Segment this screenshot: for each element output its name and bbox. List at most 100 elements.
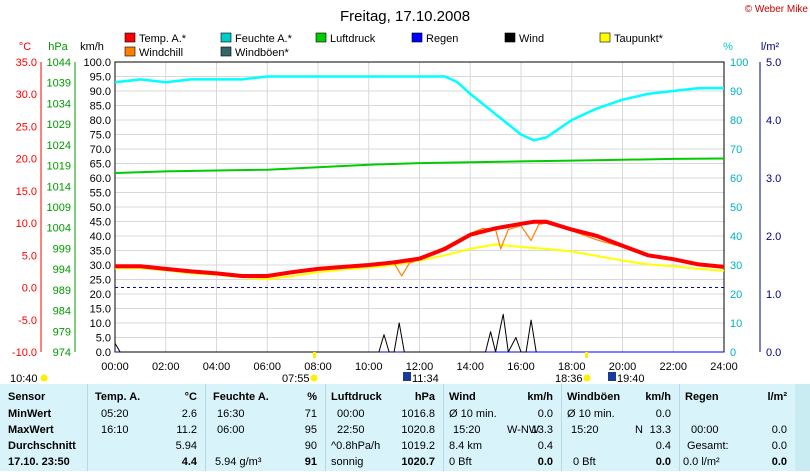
hpa-tick-3: 1029 — [47, 119, 71, 131]
hpa-tick-11: 989 — [53, 285, 71, 297]
temp-avg-value: 5.94 — [175, 440, 197, 452]
rain-current-amount: 0.0 l/m² — [683, 456, 720, 468]
x-tick-4: 08:00 — [304, 361, 332, 373]
scrollbar-strip — [795, 384, 810, 471]
series-line-wind — [114, 313, 537, 353]
rain-total-label: Gesamt: — [687, 440, 729, 452]
celsius-tick-3: 20.0 — [16, 154, 37, 166]
kmh-tick-1: 95.0 — [90, 72, 111, 84]
x-tick-12: 24:00 — [710, 361, 738, 373]
moonset-time: 19:40 — [617, 373, 645, 384]
hpa-tick-14: 974 — [53, 347, 71, 359]
wind-header: Wind — [449, 391, 476, 403]
rain-tick-2: 3.0 — [766, 173, 781, 185]
label-durchschnitt: Durchschnitt — [8, 440, 76, 452]
wind-distance: 8.4 km — [449, 440, 483, 452]
kmh-tick-18: 10.0 — [90, 318, 111, 330]
rain-tick-0: 5.0 — [766, 57, 781, 69]
celsius-axis-label: °C — [19, 41, 31, 53]
gust-unit: km/h — [645, 391, 671, 403]
pressure-column: Luftdruck hPa 00:00 1016.8 22:50 1020.8 ^0… — [325, 384, 444, 471]
x-tick-11: 22:00 — [659, 361, 687, 373]
pressure-current-value: 1020.7 — [401, 456, 435, 468]
celsius-tick-6: 5.0 — [22, 250, 37, 262]
rain-tick-1: 4.0 — [766, 115, 781, 127]
pressure-forecast: sonnig — [331, 456, 364, 468]
kmh-tick-19: 5.0 — [96, 333, 111, 345]
rain-current-value: 0.0 — [771, 456, 787, 468]
celsius-tick-7: 0.0 — [22, 283, 37, 295]
wind-max-time: 15:20 — [453, 424, 481, 436]
moonrise-time: 11:34 — [412, 373, 439, 384]
rain-max-time: 00:00 — [691, 424, 719, 436]
temp-header: Temp. A. — [95, 391, 141, 403]
hpa-tick-13: 979 — [53, 326, 71, 338]
legend-swatch-5 — [599, 32, 611, 43]
wind-avg-value: 0.4 — [537, 440, 553, 452]
hpa-tick-10: 994 — [53, 264, 71, 276]
gust-max-direction: N — [635, 424, 643, 436]
percent-axis-label: % — [723, 41, 733, 53]
x-tick-3: 06:00 — [253, 361, 281, 373]
series-line-feuchte-a — [114, 75, 724, 142]
legend-swatch-1 — [220, 32, 232, 43]
legend-label-4: Wind — [519, 33, 544, 45]
pressure-avg-value: 1019.2 — [401, 440, 435, 452]
hpa-tick-1: 1039 — [47, 78, 71, 90]
gust-avg-value: 0.4 — [655, 440, 671, 452]
hpa-tick-2: 1034 — [47, 98, 71, 110]
celsius-tick-0: 35.0 — [16, 57, 37, 69]
legend-label-7: Windböen* — [235, 47, 290, 59]
rain-tick-4: 1.0 — [766, 289, 781, 301]
rain-header: Regen — [685, 391, 719, 403]
pressure-header: Luftdruck — [331, 391, 382, 403]
hpa-tick-4: 1024 — [47, 140, 71, 152]
kmh-tick-5: 75.0 — [90, 130, 111, 142]
percent-tick-4: 60 — [730, 173, 742, 185]
kmh-tick-9: 55.0 — [90, 188, 111, 200]
kmh-tick-7: 65.0 — [90, 159, 111, 171]
label-minwert: MinWert — [8, 408, 52, 420]
sunset-time: 18:36 — [555, 373, 583, 384]
sensor-header: Sensor — [8, 391, 46, 403]
humidity-unit: % — [307, 391, 317, 403]
humidity-min-value: 71 — [304, 408, 317, 420]
kmh-axis-label: km/h — [80, 41, 104, 53]
humidity-min-time: 16:30 — [217, 408, 245, 420]
percent-tick-7: 30 — [730, 260, 742, 272]
temp-unit: °C — [184, 391, 197, 403]
moonrise-icon — [403, 372, 411, 381]
marker-left-time: 10:40 — [10, 373, 38, 384]
x-tick-6: 12:00 — [406, 361, 434, 373]
hpa-tick-8: 1004 — [47, 223, 71, 235]
series-line-temp-a — [115, 219, 725, 278]
pressure-unit: hPa — [414, 391, 435, 403]
legend-swatch-7 — [220, 46, 232, 57]
pressure-min-time: 00:00 — [337, 408, 365, 420]
wind-bft: 0 Bft — [449, 456, 472, 468]
sunrise-icon — [310, 374, 318, 382]
humidity-max-time: 06:00 — [217, 424, 245, 436]
humidity-absolute: 5.94 g/m³ — [215, 456, 262, 468]
x-tick-9: 18:00 — [558, 361, 586, 373]
legend-swatch-6 — [124, 46, 136, 57]
gust-column: Windböen km/h Ø 10 min. 0.0 15:20 N 13.3 0.… — [561, 384, 680, 471]
rain-max-value: 0.0 — [771, 424, 787, 436]
label-maxwert: MaxWert — [8, 424, 54, 436]
pressure-trend: ^0.8hPa/h — [331, 440, 381, 452]
x-tick-1: 02:00 — [152, 361, 180, 373]
percent-tick-3: 70 — [730, 144, 742, 156]
sensor-column: Sensor MinWert MaxWert Durchschnitt 17.1… — [0, 384, 88, 471]
celsius-tick-4: 15.0 — [16, 186, 37, 198]
legend-label-2: Luftdruck — [330, 33, 376, 45]
weather-chart: Freitag, 17.10.2008 © Weber Mike Temp. A.*… — [10, 4, 808, 384]
kmh-tick-13: 35.0 — [90, 246, 111, 258]
kmh-tick-4: 80.0 — [90, 115, 111, 127]
legend-label-6: Windchill — [139, 47, 183, 59]
sun-left-icon — [40, 374, 48, 382]
moonset-icon — [608, 372, 616, 381]
rain-tick-3: 2.0 — [766, 231, 781, 243]
percent-tick-5: 50 — [730, 202, 742, 214]
hpa-axis-label: hPa — [48, 41, 68, 53]
sunset-icon — [583, 374, 591, 382]
